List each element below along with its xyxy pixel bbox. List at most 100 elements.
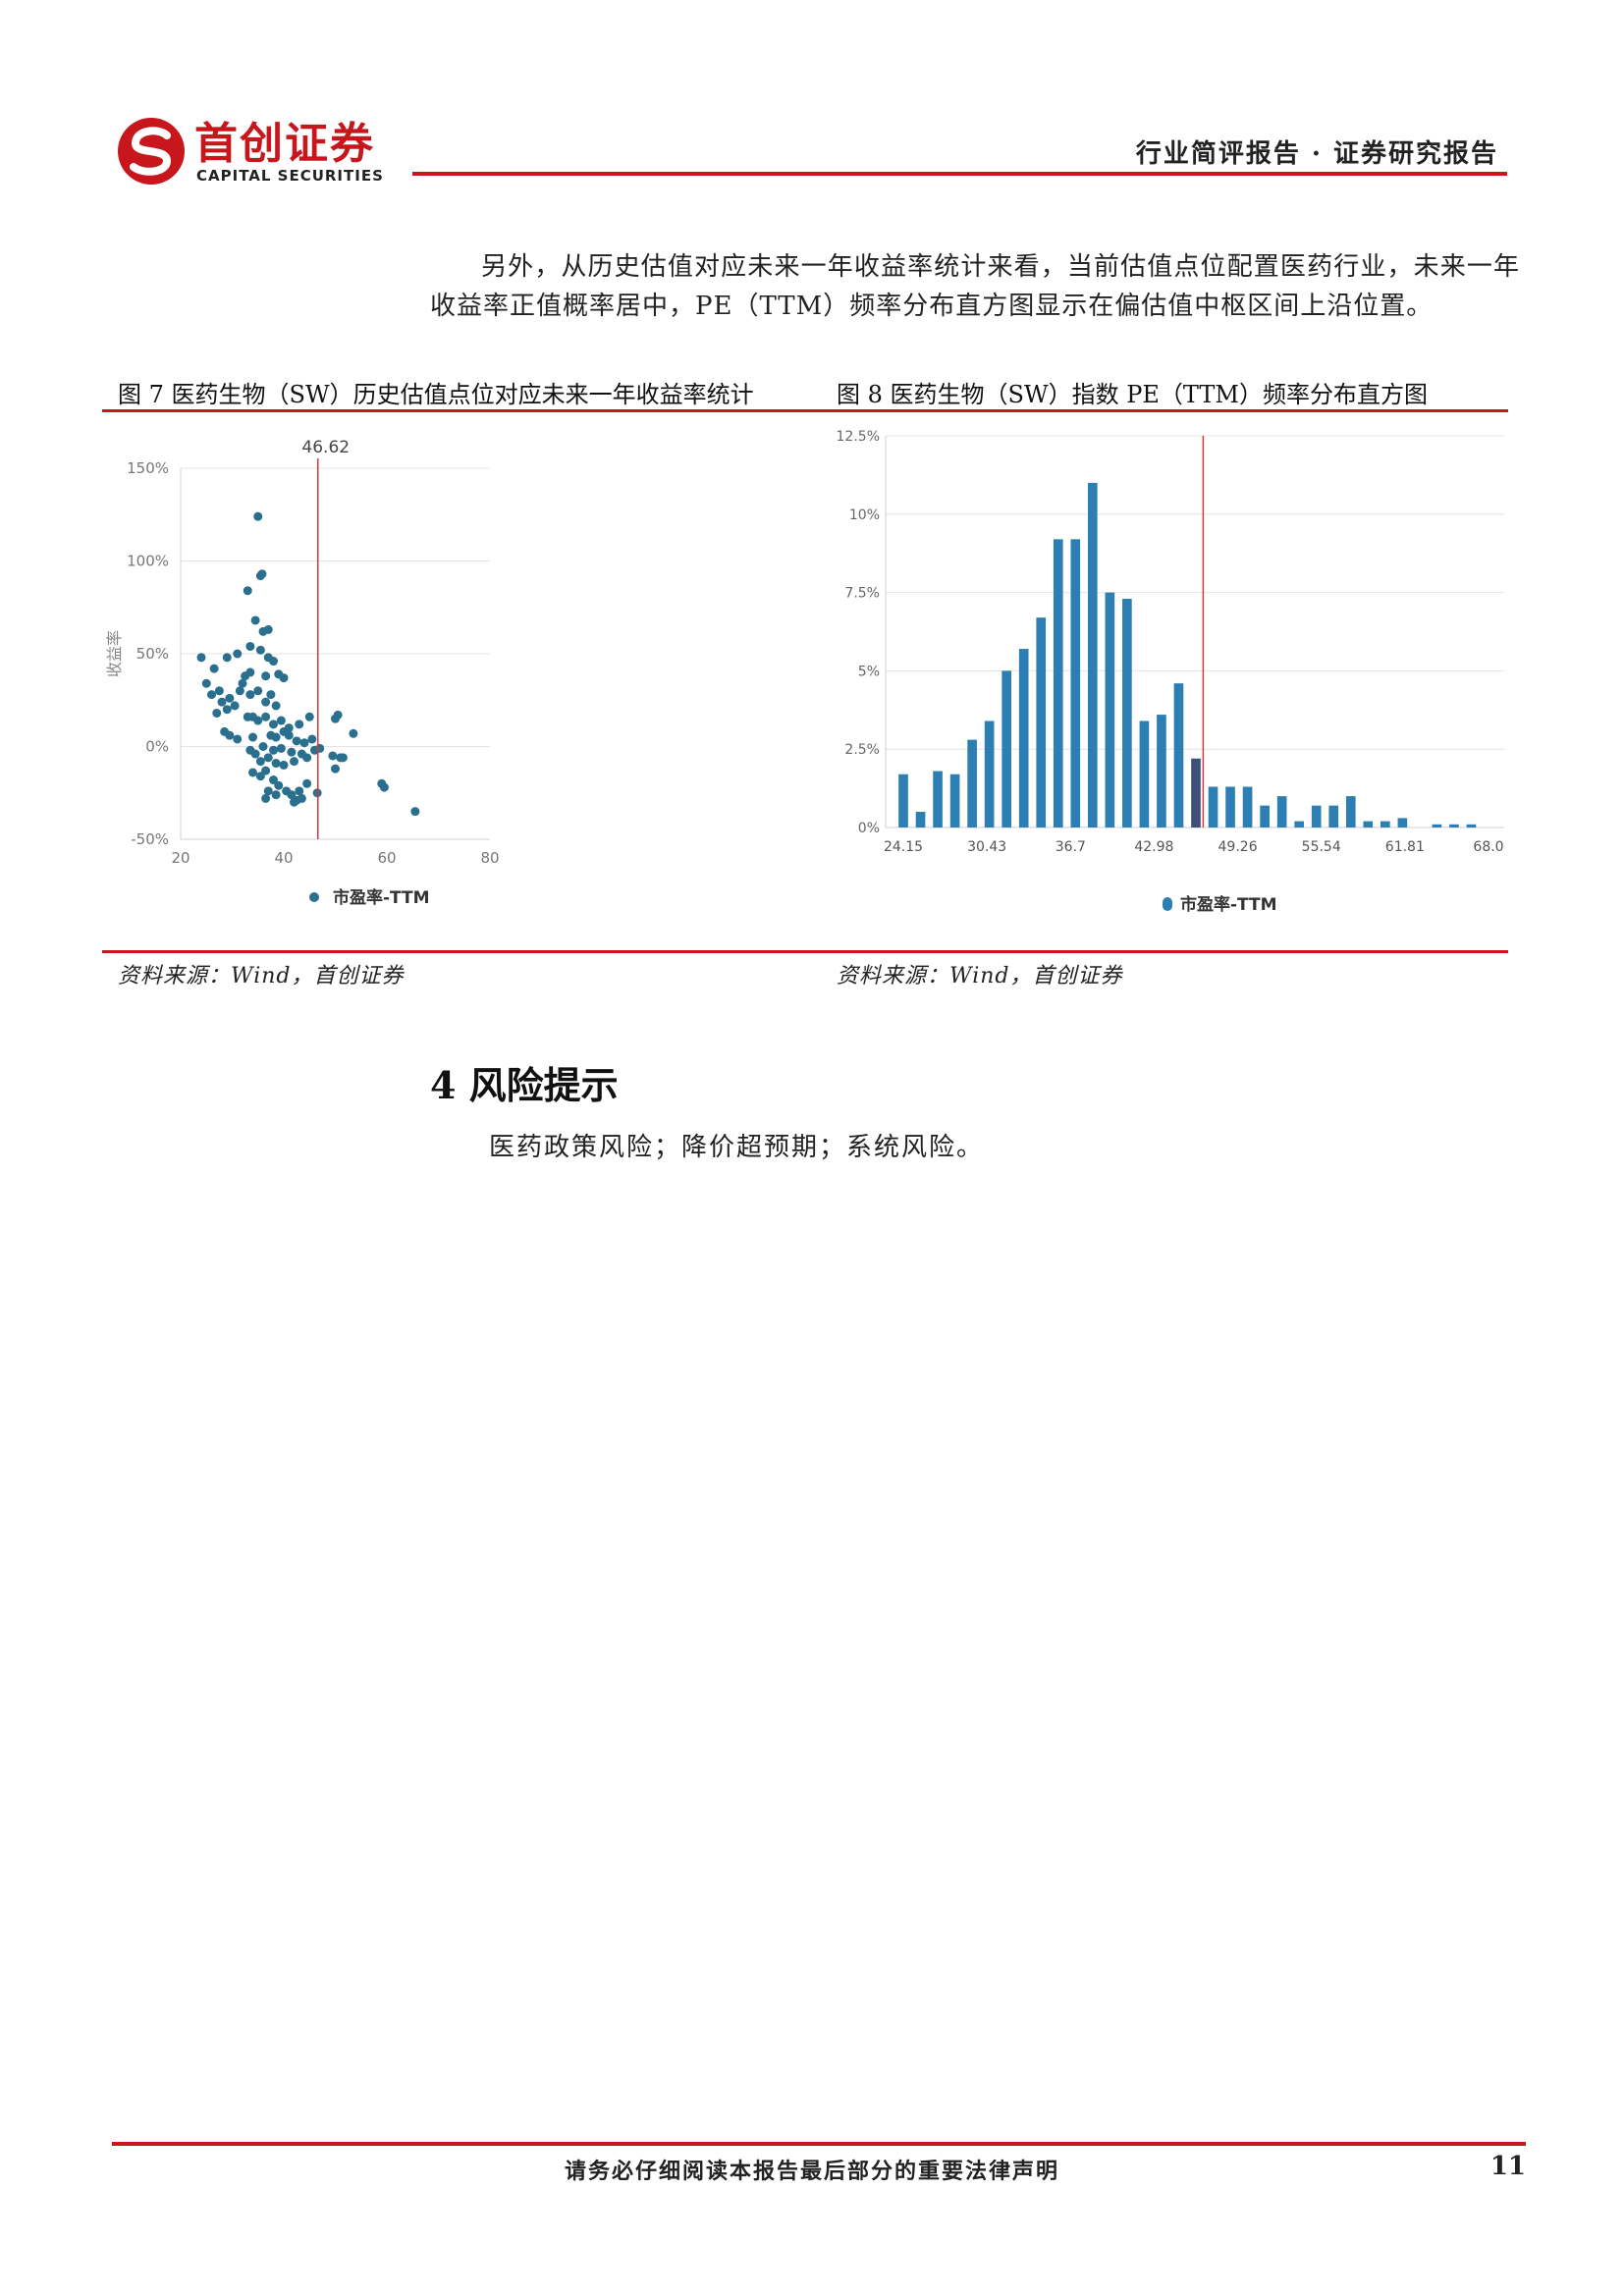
histogram-x-tick-label: 30.43 <box>967 839 1006 855</box>
scatter-point <box>261 793 271 803</box>
scatter-point <box>214 686 224 696</box>
logo-cn-text: 首创证券 <box>194 119 375 169</box>
scatter-point <box>253 716 263 725</box>
scatter-point <box>230 701 240 711</box>
scatter-point <box>263 624 273 634</box>
header-divider <box>412 172 1507 176</box>
histogram-bar <box>1260 805 1270 828</box>
scatter-point <box>261 766 271 775</box>
scatter-point <box>255 757 265 767</box>
scatter-point <box>410 807 420 817</box>
histogram-x-tick-label: 42.98 <box>1134 839 1173 855</box>
scatter-point <box>299 738 309 748</box>
histogram-bar <box>1449 824 1459 828</box>
histogram-legend-label: 市盈率-TTM <box>1180 894 1277 915</box>
scatter-point <box>261 712 271 721</box>
scatter-legend: 市盈率-TTM <box>309 887 430 908</box>
scatter-legend-label: 市盈率-TTM <box>333 887 430 908</box>
histogram-bar <box>1328 805 1339 828</box>
scatter-y-tick-label: 0% <box>145 738 169 756</box>
scatter-y-tick-label: 150% <box>127 459 169 477</box>
scatter-chart: -50% 0% 50% 100% 150% 20 40 60 80 收益率 46.62 市盈率-T… <box>105 438 500 908</box>
scatter-current-pe-line: 46.62 <box>301 438 350 839</box>
intro-paragraph: 另外，从历史估值对应未来一年收益率统计来看，当前估值点位配置医药行业，未来一年收… <box>430 252 1520 321</box>
scatter-vline-label: 46.62 <box>301 438 350 457</box>
figure-bottom-divider <box>102 950 1508 953</box>
company-logo: 首创证券 CAPITAL SECURITIES <box>116 114 410 188</box>
figure-8-source: 资料来源：Wind，首创证券 <box>837 964 1123 988</box>
histogram-bar <box>1208 786 1218 828</box>
risk-text: 医药政策风险；降价超预期；系统风险。 <box>489 1133 985 1162</box>
scatter-point <box>302 753 312 763</box>
scatter-point <box>248 732 257 742</box>
histogram-y-tick-label: 0% <box>858 821 880 836</box>
scatter-point <box>233 649 243 659</box>
scatter-point <box>258 742 268 751</box>
scatter-point <box>201 678 211 688</box>
histogram-bar <box>1294 821 1304 828</box>
histogram-bar <box>1018 649 1029 828</box>
histogram-bar <box>898 774 908 828</box>
histogram-bar <box>1036 617 1047 828</box>
scatter-point <box>292 736 301 746</box>
scatter-point <box>274 780 284 790</box>
scatter-point <box>255 571 265 581</box>
section-heading: 4 风险提示 <box>430 1063 619 1107</box>
scatter-point <box>196 653 206 663</box>
figure-top-divider <box>102 409 1508 412</box>
scatter-x-tick-label: 40 <box>274 849 293 867</box>
histogram-x-tick-label: 68.0 <box>1473 839 1503 855</box>
scatter-point <box>276 743 286 753</box>
scatter-legend-marker-icon <box>309 892 319 902</box>
legal-notice: 请务必仔细阅读本报告最后部分的重要法律声明 <box>564 2159 1059 2184</box>
scatter-point <box>212 708 222 718</box>
scatter-point <box>284 730 294 740</box>
scatter-point <box>315 743 325 753</box>
scatter-point <box>222 653 232 663</box>
scatter-point <box>307 734 317 744</box>
histogram-bar <box>1311 805 1322 828</box>
scatter-x-tick-label: 80 <box>480 849 499 867</box>
scatter-point <box>255 645 265 655</box>
scatter-point <box>225 693 235 703</box>
scatter-point <box>328 751 338 761</box>
scatter-point <box>225 730 235 740</box>
histogram-bar <box>1380 821 1390 828</box>
histogram-bar <box>1432 824 1442 828</box>
histogram-legend-marker-icon <box>1163 897 1172 911</box>
histogram-bar <box>1242 786 1253 828</box>
scatter-points <box>196 511 420 817</box>
scatter-point <box>241 671 250 681</box>
histogram-bar <box>1276 796 1287 828</box>
scatter-point <box>253 511 263 521</box>
histogram-bar <box>1397 818 1408 828</box>
histogram-x-tick-label: 55.54 <box>1302 839 1341 855</box>
histogram-bar <box>1139 721 1150 828</box>
report-type-title: 行业简评报告 · 证券研究报告 <box>1135 139 1498 169</box>
scatter-point <box>336 753 346 763</box>
scatter-y-tick-label: 50% <box>136 645 169 663</box>
scatter-point <box>297 793 306 803</box>
scatter-point <box>331 764 340 774</box>
scatter-point <box>271 701 281 711</box>
histogram-bar <box>1191 758 1201 828</box>
scatter-point <box>250 749 260 759</box>
histogram-bar <box>1070 539 1081 828</box>
scatter-point <box>295 786 304 796</box>
scatter-point <box>269 745 278 755</box>
scatter-point <box>235 686 244 696</box>
histogram-legend: 市盈率-TTM <box>1163 894 1277 915</box>
histogram-bar <box>1173 683 1184 828</box>
scatter-point <box>290 797 298 807</box>
histogram-x-tick-label: 24.15 <box>884 839 923 855</box>
scatter-point <box>266 690 276 700</box>
scatter-point <box>261 671 271 681</box>
histogram-bar <box>1001 670 1011 828</box>
histogram-bar <box>915 812 926 828</box>
logo-mark-icon <box>118 118 185 185</box>
scatter-point <box>233 734 243 744</box>
logo-en-text: CAPITAL SECURITIES <box>196 167 384 185</box>
scatter-point <box>263 786 273 796</box>
scatter-point <box>271 790 281 800</box>
histogram-bar <box>967 739 977 828</box>
